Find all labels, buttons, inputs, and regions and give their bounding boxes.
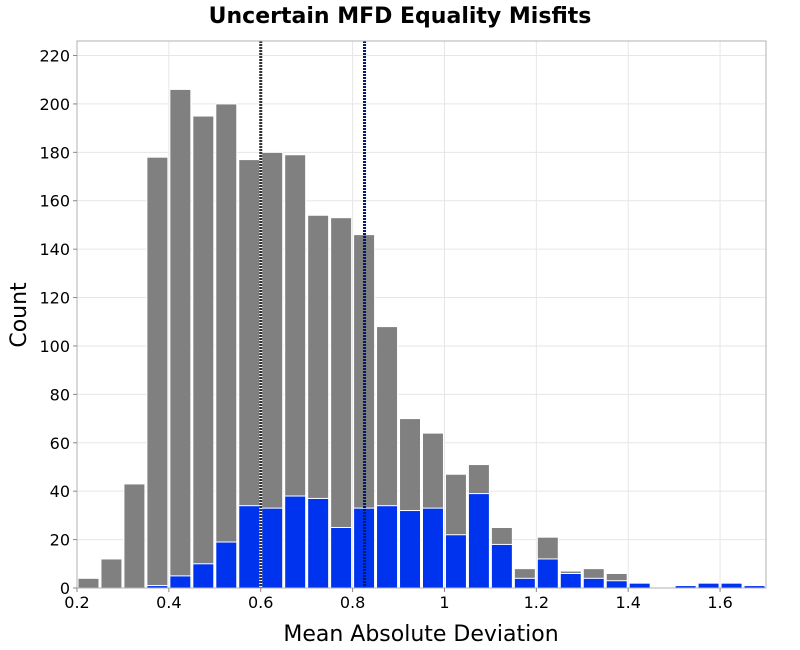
y-tick-label: 0 bbox=[60, 579, 70, 598]
bar-total bbox=[192, 115, 215, 589]
bar-subset bbox=[238, 505, 261, 589]
bar-subset bbox=[605, 580, 628, 589]
plot-frame bbox=[76, 40, 767, 589]
x-axis-label: Mean Absolute Deviation bbox=[283, 622, 558, 647]
x-tick-label: 1.2 bbox=[524, 593, 549, 612]
bars bbox=[77, 88, 766, 589]
y-tick-label: 180 bbox=[39, 143, 70, 162]
x-tick-label: 0.8 bbox=[340, 593, 365, 612]
y-tick-label: 80 bbox=[50, 385, 70, 404]
bar-subset bbox=[490, 543, 513, 589]
bar-subset bbox=[422, 507, 444, 589]
y-tick-label: 200 bbox=[39, 95, 70, 114]
bar-subset bbox=[376, 505, 399, 589]
bar-total bbox=[77, 577, 100, 589]
x-tick-label: 1 bbox=[439, 593, 449, 612]
bar-total bbox=[100, 558, 123, 589]
axis-ticks: 0.2 0.4 0.6 0.8 1 1.2 1.4 1.6 0 20 40 60 80 100 120 140… bbox=[39, 47, 732, 612]
y-tick-label: 100 bbox=[39, 337, 70, 356]
bar-subset bbox=[720, 582, 743, 589]
x-tick-label: 1.6 bbox=[707, 593, 732, 612]
reference-lines bbox=[259, 41, 367, 588]
bar-total bbox=[215, 103, 238, 589]
bar-subset bbox=[536, 558, 559, 589]
x-tick-label: 0.4 bbox=[156, 593, 181, 612]
bar-subset bbox=[169, 575, 192, 589]
bar-subset bbox=[444, 534, 467, 589]
bar-subset bbox=[192, 563, 215, 589]
bar-subset bbox=[261, 507, 284, 589]
bar-subset bbox=[330, 526, 353, 589]
x-tick-label: 0.6 bbox=[248, 593, 273, 612]
bar-subset bbox=[399, 510, 421, 589]
y-tick-label: 220 bbox=[39, 47, 70, 66]
y-tick-label: 20 bbox=[50, 531, 70, 550]
bar-subset bbox=[628, 582, 651, 589]
y-axis-label: Count bbox=[7, 282, 32, 348]
x-tick-label: 0.2 bbox=[64, 593, 89, 612]
bar-total bbox=[146, 156, 169, 589]
bar-total bbox=[123, 483, 146, 589]
y-tick-label: 120 bbox=[39, 289, 70, 308]
bar-subset bbox=[697, 582, 720, 589]
bar-subset bbox=[559, 572, 582, 589]
x-tick-label: 1.4 bbox=[615, 593, 640, 612]
chart-title: Uncertain MFD Equality Misfits bbox=[209, 4, 592, 29]
bar-subset bbox=[307, 497, 330, 589]
y-tick-label: 60 bbox=[50, 434, 70, 453]
y-tick-label: 140 bbox=[39, 240, 70, 259]
bar-subset bbox=[467, 493, 490, 589]
y-tick-label: 40 bbox=[50, 482, 70, 501]
bar-subset bbox=[582, 577, 605, 589]
bar-subset bbox=[513, 577, 536, 589]
bar-subset bbox=[215, 541, 238, 589]
bar-subset bbox=[284, 495, 307, 589]
y-tick-label: 160 bbox=[39, 192, 70, 211]
bar-total bbox=[169, 88, 192, 589]
